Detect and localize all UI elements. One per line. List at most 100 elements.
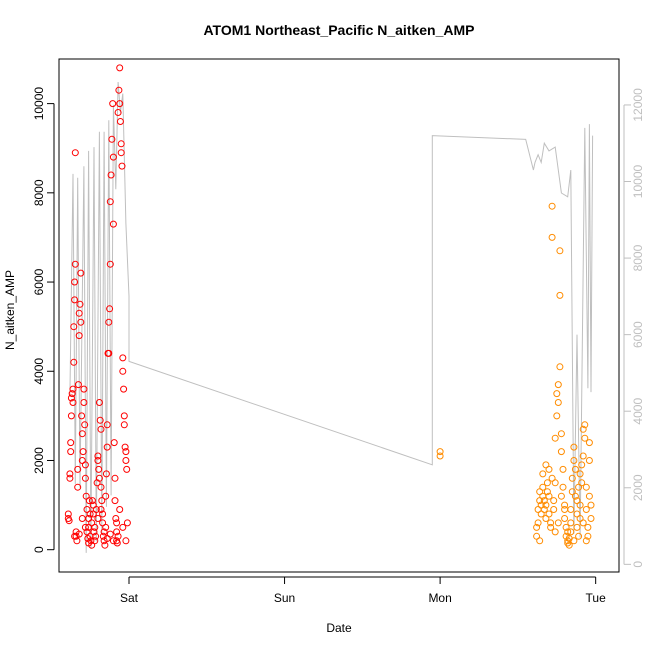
data-point <box>582 483 590 491</box>
y-axis-label: N_aitken_AMP <box>3 270 17 350</box>
data-point <box>94 515 102 522</box>
data-point <box>571 465 579 473</box>
data-point <box>582 537 590 545</box>
data-point <box>106 305 114 313</box>
data-point <box>584 523 592 531</box>
data-point <box>74 483 82 491</box>
data-point <box>67 439 75 447</box>
data-point <box>71 296 79 304</box>
data-point <box>556 291 564 299</box>
data-point <box>113 539 121 547</box>
data-point <box>570 457 578 464</box>
data-point <box>540 506 548 513</box>
data-point <box>557 430 565 438</box>
x-tick-label: Sat <box>120 591 139 605</box>
data-point <box>573 523 581 531</box>
data-point <box>554 399 562 406</box>
data-point <box>80 385 88 393</box>
data-point <box>78 515 86 522</box>
data-point <box>91 537 99 545</box>
data-point <box>540 497 548 505</box>
data-point <box>120 385 128 393</box>
data-point <box>533 523 541 531</box>
data-point <box>100 528 108 536</box>
data-point <box>111 474 119 482</box>
data-point <box>106 198 114 206</box>
data-point <box>115 86 123 94</box>
data-point <box>65 517 73 525</box>
data-point <box>122 537 130 545</box>
data-point <box>123 465 131 473</box>
y-right-tick-label: 0 <box>631 561 645 568</box>
data-point <box>587 515 595 522</box>
data-point <box>114 532 122 540</box>
right-axis-series-line <box>69 81 594 553</box>
data-point <box>119 354 127 362</box>
data-point <box>64 510 72 518</box>
data-point <box>67 448 75 456</box>
y-right-tick-label: 8000 <box>631 244 645 271</box>
data-point <box>116 64 124 72</box>
data-point <box>78 430 86 438</box>
x-tick-label: Tue <box>586 591 607 605</box>
data-point <box>85 497 93 505</box>
data-point <box>81 474 89 482</box>
data-point <box>581 421 589 429</box>
data-point <box>118 162 126 170</box>
data-point <box>108 135 116 143</box>
data-point <box>578 479 586 487</box>
data-point <box>114 109 122 116</box>
data-point <box>576 470 584 478</box>
data-point <box>543 479 551 487</box>
data-point <box>97 425 105 433</box>
data-point <box>545 465 553 473</box>
data-point <box>113 528 121 536</box>
data-point <box>585 492 593 500</box>
data-point <box>102 470 110 478</box>
data-point <box>112 515 120 522</box>
data-point <box>74 381 82 389</box>
data-point <box>107 171 115 179</box>
y-axis-left: 0 2000 4000 6000 8000 10000 <box>32 87 55 553</box>
data-point <box>548 233 556 241</box>
data-point <box>550 506 558 513</box>
y-right-tick-label: 4000 <box>631 398 645 425</box>
data-point <box>99 510 107 518</box>
right-axis-line-series <box>69 81 594 553</box>
data-point <box>117 149 125 157</box>
data-point <box>545 492 553 500</box>
data-point <box>585 457 593 464</box>
data-point <box>81 461 89 469</box>
data-point <box>579 425 587 433</box>
data-point <box>539 483 547 491</box>
data-point <box>88 497 96 505</box>
data-point <box>116 506 124 513</box>
data-point <box>98 497 106 505</box>
data-point <box>75 309 83 317</box>
data-point <box>573 497 581 505</box>
data-point <box>587 501 595 509</box>
data-point <box>103 443 111 451</box>
data-point <box>557 492 565 500</box>
data-point <box>81 421 89 429</box>
data-point <box>539 470 547 478</box>
y-right-tick-label: 12000 <box>631 88 645 122</box>
data-point <box>109 100 117 108</box>
data-point <box>547 523 555 531</box>
data-point <box>551 434 559 442</box>
data-point <box>575 532 583 540</box>
data-point <box>548 474 556 482</box>
data-point <box>553 390 561 398</box>
data-point <box>570 537 578 545</box>
data-point <box>74 465 82 473</box>
data-point <box>581 434 589 442</box>
x-tick-label: Sun <box>274 591 295 605</box>
data-point <box>119 367 127 375</box>
data-point <box>567 519 575 527</box>
data-point <box>556 363 564 371</box>
data-point <box>66 474 74 482</box>
data-point <box>109 537 117 545</box>
chart-title: ATOM1 Northeast_Pacific N_aitken_AMP <box>203 22 474 38</box>
data-point <box>105 349 113 357</box>
